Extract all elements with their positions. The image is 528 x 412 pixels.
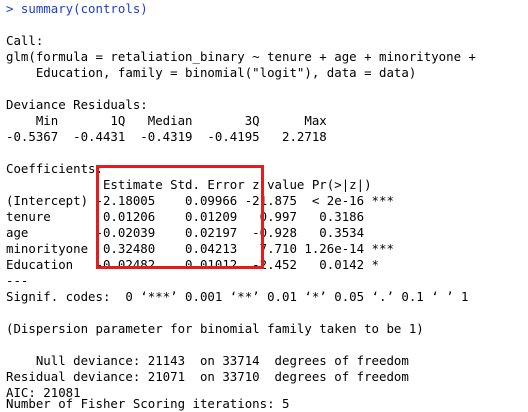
residuals-header-row: Min 1Q Median 3Q Max <box>6 113 342 128</box>
coefficient-row-tenure: tenure 0.01206 0.01209 0.997 0.3186 <box>6 209 394 224</box>
separator-line: --- <box>6 273 29 288</box>
console-prompt-line[interactable]: > summary(controls) <box>6 1 148 16</box>
coefficients-heading: Coefficients: <box>6 161 103 176</box>
call-heading: Call: <box>6 33 44 48</box>
null-deviance-line: Null deviance: 21143 on 33714 degrees of… <box>6 353 409 368</box>
coefficient-row-intercept: (Intercept) -2.18005 0.09966 -21.875 < 2… <box>6 193 394 208</box>
residuals-value-row: -0.5367 -0.4431 -0.4319 -0.4195 2.2718 <box>6 129 342 144</box>
glm-formula-line: glm(formula = retaliation_binary ~ tenur… <box>6 49 476 64</box>
residual-deviance-line: Residual deviance: 21071 on 33710 degree… <box>6 369 409 384</box>
deviance-residuals-heading: Deviance Residuals: <box>6 97 148 112</box>
fisher-iterations-line: Number of Fisher Scoring iterations: 5 <box>6 396 290 411</box>
highlight-box <box>96 165 264 269</box>
coefficients-header-row: Estimate Std. Error z value Pr(>|z|) <box>6 177 402 192</box>
coefficient-row-minorityone: minorityone 0.32480 0.04213 7.710 1.26e-… <box>6 241 394 256</box>
glm-formula-continuation: Education, family = binomial("logit"), d… <box>6 65 417 80</box>
aic-line: AIC: 21081 <box>6 385 81 400</box>
signif-codes-line: Signif. codes: 0 ‘***’ 0.001 ‘**’ 0.01 ‘… <box>6 289 469 304</box>
dispersion-line: (Dispersion parameter for binomial famil… <box>6 321 424 336</box>
